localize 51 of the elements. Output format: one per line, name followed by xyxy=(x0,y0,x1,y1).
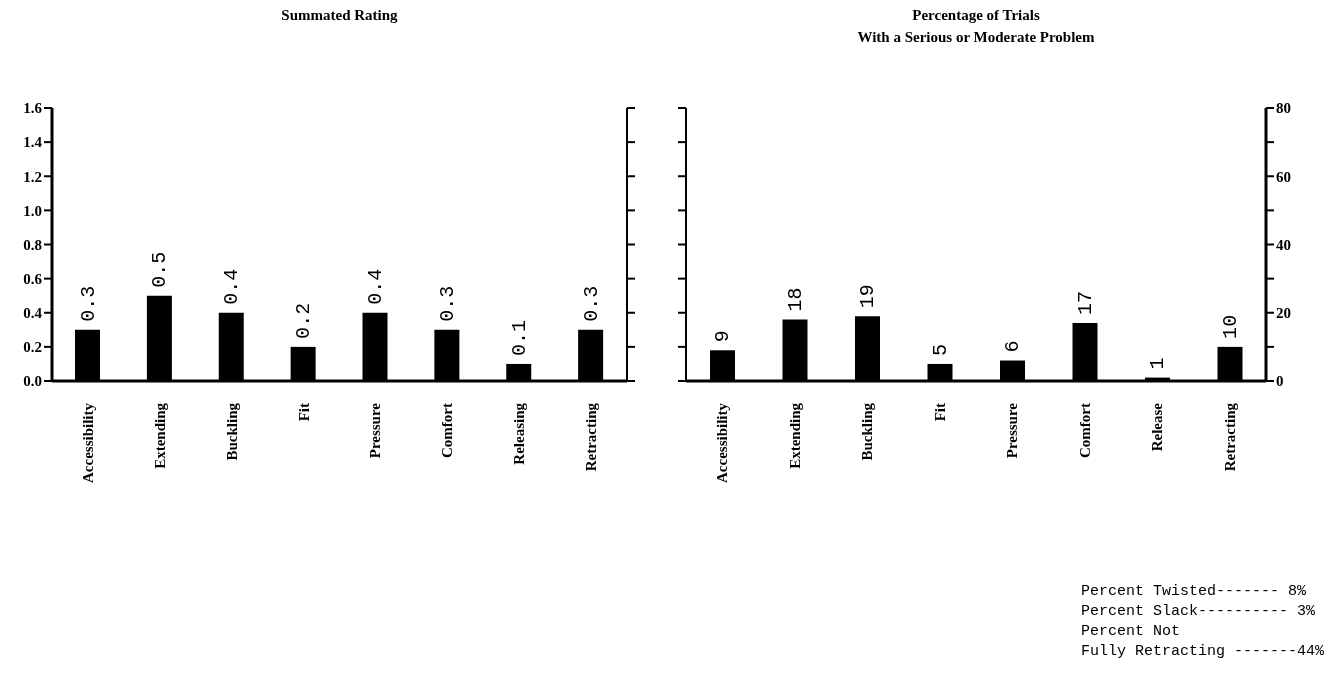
data-label: 19 xyxy=(856,284,880,309)
y-tick-label: 0.2 xyxy=(23,339,42,356)
x-tick-label: Buckling xyxy=(859,402,876,461)
text: Percent Not Fully Retracting -------44% xyxy=(1080,622,1324,662)
text: Percent Slack---------- 3% xyxy=(1080,602,1316,622)
x-tick-label: Retracting xyxy=(583,402,600,472)
x-tick-label: Releasing xyxy=(511,402,528,465)
chart-title: Percentage of Trials With a Serious or Moderate Problem xyxy=(856,6,1096,47)
y2-tick-label: 60 xyxy=(1276,168,1291,185)
x-tick-label: Accessibility xyxy=(714,402,731,483)
x-tick-label: Extending xyxy=(786,402,803,469)
data-label: 18 xyxy=(784,287,807,312)
x-tick-label: Release xyxy=(1149,402,1166,452)
y-tick-label: 0.0 xyxy=(23,373,42,390)
y-tick-label: 0.8 xyxy=(23,236,42,253)
data-label: 6 xyxy=(1001,340,1025,353)
data-label: 0.3 xyxy=(435,285,459,322)
chart-title: Summated Rating xyxy=(280,6,399,25)
text: Percent Twisted------- 8% xyxy=(1080,582,1307,602)
x-tick-label: Retracting xyxy=(1221,402,1238,472)
y2-tick-label: 0 xyxy=(1276,373,1284,390)
data-label: 0.3 xyxy=(579,285,603,322)
y-tick-label: 1.0 xyxy=(23,202,42,219)
y-tick-label: 0.4 xyxy=(23,305,43,322)
data-label: 0.5 xyxy=(148,251,172,288)
y2-tick-label: 40 xyxy=(1276,236,1291,253)
data-label: 9 xyxy=(711,330,735,343)
data-label: 0.4 xyxy=(364,268,387,305)
y-tick-label: 1.2 xyxy=(23,168,42,185)
x-tick-label: Buckling xyxy=(223,402,240,461)
y2-tick-label: 20 xyxy=(1276,305,1291,322)
data-label: 17 xyxy=(1074,290,1097,315)
data-label: 5 xyxy=(929,343,952,356)
y2-tick-label: 80 xyxy=(1276,100,1291,117)
x-tick-label: Pressure xyxy=(367,402,384,459)
x-tick-label: Fit xyxy=(931,403,948,422)
data-label: 0.4 xyxy=(220,268,244,305)
data-label: 10 xyxy=(1219,314,1242,339)
x-tick-label: Comfort xyxy=(439,403,456,458)
x-tick-label: Accessibility xyxy=(79,402,96,483)
y-tick-label: 0.6 xyxy=(23,270,43,287)
x-tick-label: Fit xyxy=(295,403,312,422)
data-label: 0.1 xyxy=(507,319,531,356)
data-label: 1 xyxy=(1146,357,1170,370)
x-tick-label: Pressure xyxy=(1004,402,1021,459)
data-label: 0.3 xyxy=(76,285,100,322)
x-tick-label: Extending xyxy=(151,402,168,469)
y-tick-label: 1.4 xyxy=(23,134,43,151)
x-tick-label: Comfort xyxy=(1076,403,1093,458)
y-tick-label: 1.6 xyxy=(23,100,43,117)
data-label: 0.2 xyxy=(292,302,316,339)
